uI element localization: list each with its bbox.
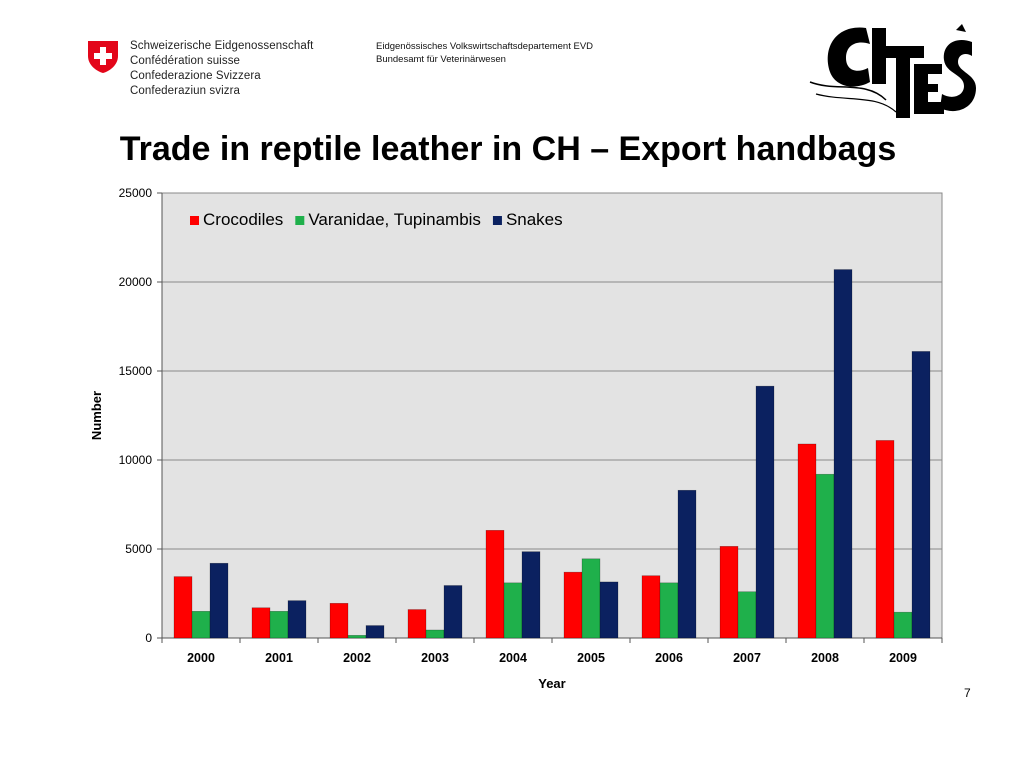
bar-varanidae-tupinambis-2008	[815, 473, 835, 639]
bar-snakes-2005	[599, 581, 619, 639]
bar-varanidae-tupinambis-2003	[425, 629, 445, 639]
bar-snakes-2004	[521, 551, 541, 639]
bar-snakes-2006	[677, 489, 697, 639]
legend-label: Snakes	[506, 210, 563, 229]
bar-varanidae-tupinambis-2007	[737, 591, 757, 639]
y-tick-label: 5000	[125, 542, 152, 556]
bar-crocodiles-2008	[797, 443, 817, 639]
bar-crocodiles-2000	[173, 576, 193, 639]
x-tick-label: 2002	[343, 651, 371, 665]
x-tick-label: 2006	[655, 651, 683, 665]
bar-varanidae-tupinambis-2002	[347, 635, 367, 639]
org-name-fr: Confédération suisse	[130, 55, 241, 67]
x-axis-title: Year	[538, 676, 565, 691]
bar-snakes-2009	[911, 351, 931, 639]
bar-varanidae-tupinambis-2006	[659, 582, 679, 639]
bar-snakes-2000	[209, 562, 229, 639]
org-name-de: Schweizerische Eidgenossenschaft	[130, 40, 314, 52]
page-number: 7	[964, 686, 971, 700]
y-tick-label: 25000	[119, 186, 153, 200]
bar-snakes-2008	[833, 269, 853, 639]
federal-org-names: Schweizerische Eidgenossenschaft Confédé…	[130, 39, 313, 99]
org-name-rm: Confederaziun svizra	[130, 85, 241, 97]
bar-crocodiles-2006	[641, 575, 661, 639]
bar-crocodiles-2002	[329, 602, 349, 639]
swiss-crest-icon	[88, 41, 118, 73]
x-tick-label: 2004	[499, 651, 527, 665]
department-names: Eidgenössisches Volkswirtschaftsdepartem…	[376, 40, 593, 66]
bar-snakes-2002	[365, 625, 385, 639]
bar-varanidae-tupinambis-2004	[503, 582, 523, 639]
y-tick-label: 15000	[119, 364, 153, 378]
legend-swatch	[190, 216, 199, 225]
x-tick-label: 2005	[577, 651, 605, 665]
bar-crocodiles-2003	[407, 609, 427, 639]
bar-snakes-2001	[287, 600, 307, 639]
legend-swatch	[295, 216, 305, 225]
bar-crocodiles-2001	[251, 607, 271, 639]
legend-label: Varanidae, Tupinambis	[308, 210, 481, 229]
bar-crocodiles-2004	[485, 530, 505, 639]
bar-varanidae-tupinambis-2001	[269, 610, 289, 639]
x-tick-label: 2008	[811, 651, 839, 665]
slide-title: Trade in reptile leather in CH – Export …	[119, 130, 897, 168]
legend-label: Crocodiles	[203, 210, 283, 229]
x-tick-label: 2003	[421, 651, 449, 665]
department-name: Eidgenössisches Volkswirtschaftsdepartem…	[376, 41, 594, 52]
bar-snakes-2003	[443, 585, 463, 639]
bar-crocodiles-2007	[719, 546, 739, 639]
legend-swatch	[492, 216, 502, 225]
bar-snakes-2007	[755, 385, 775, 639]
x-tick-label: 2000	[187, 651, 215, 665]
bar-varanidae-tupinambis-2009	[893, 611, 913, 639]
cites-logo	[809, 24, 976, 118]
x-tick-label: 2001	[265, 651, 293, 665]
x-tick-label: 2009	[889, 651, 917, 665]
office-name: Bundesamt für Veterinärwesen	[376, 54, 506, 65]
bar-varanidae-tupinambis-2005	[581, 558, 601, 639]
bar-crocodiles-2009	[875, 440, 895, 639]
y-tick-label: 0	[145, 631, 152, 645]
y-tick-label: 20000	[119, 275, 153, 289]
y-tick-label: 10000	[119, 453, 153, 467]
x-tick-label: 2007	[733, 651, 761, 665]
bar-crocodiles-2005	[563, 571, 583, 639]
bar-varanidae-tupinambis-2000	[191, 610, 211, 639]
y-axis-title: Number	[89, 391, 104, 440]
org-name-it: Confederazione Svizzera	[130, 70, 261, 82]
